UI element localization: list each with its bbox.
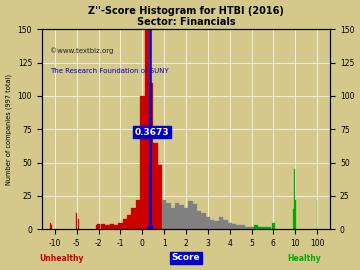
Bar bbox=[109, 224, 114, 229]
Bar bbox=[262, 227, 267, 229]
X-axis label: Score: Score bbox=[172, 254, 201, 262]
Bar bbox=[180, 205, 184, 229]
Bar bbox=[97, 224, 100, 229]
Text: ©www.textbiz.org: ©www.textbiz.org bbox=[50, 48, 114, 54]
Bar bbox=[96, 225, 98, 229]
Bar bbox=[245, 227, 249, 229]
Bar bbox=[228, 222, 232, 229]
Bar bbox=[295, 200, 296, 229]
Bar bbox=[215, 221, 219, 229]
Bar bbox=[131, 208, 136, 229]
Bar bbox=[105, 225, 109, 229]
Bar bbox=[267, 227, 271, 229]
Bar bbox=[171, 208, 175, 229]
Bar bbox=[201, 213, 206, 229]
Bar bbox=[258, 227, 262, 229]
Bar bbox=[118, 222, 123, 229]
Bar bbox=[175, 202, 180, 229]
Bar bbox=[153, 143, 158, 229]
Text: 0.3673: 0.3673 bbox=[135, 128, 169, 137]
Bar bbox=[127, 215, 131, 229]
Bar bbox=[101, 224, 105, 229]
Bar bbox=[50, 222, 51, 229]
Bar bbox=[293, 209, 294, 229]
Bar bbox=[162, 200, 166, 229]
Bar bbox=[144, 29, 149, 229]
Bar bbox=[123, 218, 127, 229]
Bar bbox=[76, 213, 77, 229]
Text: Unhealthy: Unhealthy bbox=[39, 254, 84, 263]
Bar bbox=[114, 225, 118, 229]
Bar bbox=[236, 225, 240, 229]
Bar bbox=[188, 201, 193, 229]
Text: Healthy: Healthy bbox=[287, 254, 321, 263]
Y-axis label: Number of companies (997 total): Number of companies (997 total) bbox=[5, 74, 12, 185]
Bar bbox=[294, 169, 295, 229]
Bar bbox=[193, 204, 197, 229]
Bar bbox=[166, 202, 171, 229]
Bar bbox=[254, 225, 258, 229]
Title: Z''-Score Histogram for HTBI (2016)
Sector: Financials: Z''-Score Histogram for HTBI (2016) Sect… bbox=[88, 6, 284, 27]
Bar bbox=[149, 83, 153, 229]
Bar bbox=[232, 224, 236, 229]
Bar bbox=[77, 218, 79, 229]
Text: The Research Foundation of SUNY: The Research Foundation of SUNY bbox=[50, 68, 169, 74]
Bar bbox=[249, 227, 254, 229]
Bar bbox=[158, 165, 162, 229]
Bar bbox=[219, 217, 223, 229]
Bar bbox=[197, 211, 201, 229]
Bar bbox=[272, 222, 275, 229]
Bar bbox=[140, 96, 144, 229]
Bar bbox=[210, 220, 215, 229]
Bar bbox=[206, 217, 210, 229]
Bar bbox=[51, 225, 52, 229]
Bar bbox=[240, 225, 245, 229]
Bar bbox=[136, 200, 140, 229]
Bar bbox=[223, 220, 228, 229]
Bar bbox=[184, 208, 188, 229]
